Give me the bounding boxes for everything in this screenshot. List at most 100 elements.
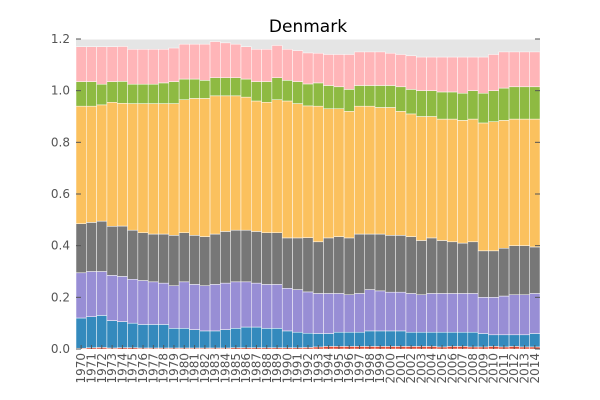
x-tick-label: 1996 (342, 353, 356, 384)
bar-segment (395, 54, 407, 88)
bar-segment (251, 231, 262, 284)
bar-segment (127, 83, 139, 104)
x-tick-label: 1989 (270, 353, 284, 384)
bar-segment (240, 78, 252, 98)
bar-segment (405, 55, 417, 90)
x-tick-label: 1991 (291, 353, 305, 384)
bar-segment (405, 293, 417, 333)
x-tick-label: 1994 (322, 353, 336, 384)
bar-segment (446, 56, 458, 93)
bar-segment (323, 108, 335, 239)
bar-segment (385, 235, 396, 293)
x-tick-label: 1998 (363, 353, 377, 384)
bar-segment (395, 86, 407, 112)
bar-segment (116, 225, 128, 277)
bar-segment (323, 333, 335, 347)
bar-segment (436, 56, 448, 93)
bar-segment (374, 85, 386, 108)
bar-segment (261, 284, 273, 329)
bar-segment (364, 330, 376, 347)
bar-segment (209, 77, 221, 97)
bar-segment (529, 86, 541, 120)
y-tick-label: 1.0 (51, 84, 70, 98)
x-tick-label: 2004 (425, 353, 439, 384)
bar-segment (75, 81, 87, 107)
bar-segment (281, 80, 293, 102)
x-tick-label: 1975 (126, 353, 140, 384)
bar-segment (374, 290, 386, 332)
x-tick-label: 1984 (219, 353, 233, 384)
bar-segment (374, 330, 386, 347)
bar-segment (436, 240, 448, 294)
bar-segment (220, 42, 231, 78)
x-tick-label: 2002 (404, 353, 418, 384)
bar-segment (75, 105, 87, 224)
bar-segment (446, 293, 458, 333)
bar-segment (312, 52, 324, 84)
bar-segment (116, 321, 128, 348)
bar-segment (405, 331, 417, 347)
bar-segment (457, 120, 469, 244)
bar-segment (416, 294, 427, 333)
bar-segment (302, 52, 314, 85)
bar-segment (158, 82, 170, 104)
bar-segment (457, 331, 469, 347)
bar-segment (158, 103, 170, 235)
bar-segment (189, 43, 200, 80)
bar-segment (137, 49, 149, 85)
bar-segment (281, 49, 293, 81)
bar-segment (116, 276, 128, 322)
bar-segment (498, 87, 510, 121)
bar-segment (147, 83, 159, 104)
bar-segment (333, 108, 345, 237)
bar-segment (178, 78, 190, 100)
bar-segment (199, 236, 211, 286)
bar-segment (385, 330, 396, 347)
x-tick-label: 1990 (280, 353, 294, 384)
bar-segment (529, 333, 541, 348)
bar-segment (354, 293, 365, 333)
x-tick-label: 1970 (74, 353, 88, 384)
bar-segment (477, 93, 489, 124)
x-tick-label: 2000 (383, 353, 397, 384)
bar-segment (189, 98, 200, 236)
bar-segment (96, 271, 108, 316)
bar-segment (395, 291, 407, 332)
bar-segment (477, 297, 489, 334)
x-tick-label: 2005 (435, 353, 449, 384)
bar-segment (364, 51, 376, 86)
bar-segment (354, 85, 365, 107)
x-tick-label: 2006 (445, 353, 459, 384)
bar-segment (343, 111, 355, 239)
bar-segment (364, 233, 376, 290)
bar-segment (209, 41, 221, 78)
y-tick-label: 0.8 (51, 135, 70, 149)
y-tick-label: 0.0 (51, 342, 70, 356)
bar-segment (426, 331, 438, 347)
bar-segment (251, 326, 262, 348)
bar-segment (302, 291, 314, 334)
bar-segment (416, 90, 427, 117)
bar-segment (323, 85, 335, 109)
bar-segment (251, 49, 262, 82)
bar-segment (106, 102, 118, 227)
bar-segment (220, 231, 231, 284)
x-tick-label: 1997 (353, 353, 367, 384)
bar-segment (209, 284, 221, 332)
bar-segment (147, 103, 159, 235)
bar-segment (457, 93, 469, 121)
bar-segment (519, 118, 530, 246)
bar-segment (261, 232, 273, 285)
bar-segment (519, 294, 530, 336)
bar-segment (158, 324, 170, 349)
bar-segment (446, 241, 458, 294)
x-tick-label: 2009 (476, 353, 490, 384)
bar-segment (75, 272, 87, 319)
bar-segment (178, 43, 190, 80)
x-tick-label: 2013 (518, 353, 532, 384)
bar-segment (529, 118, 541, 248)
bar-segment (86, 271, 97, 317)
bar-segment (446, 118, 458, 243)
bar-segment (312, 241, 324, 294)
